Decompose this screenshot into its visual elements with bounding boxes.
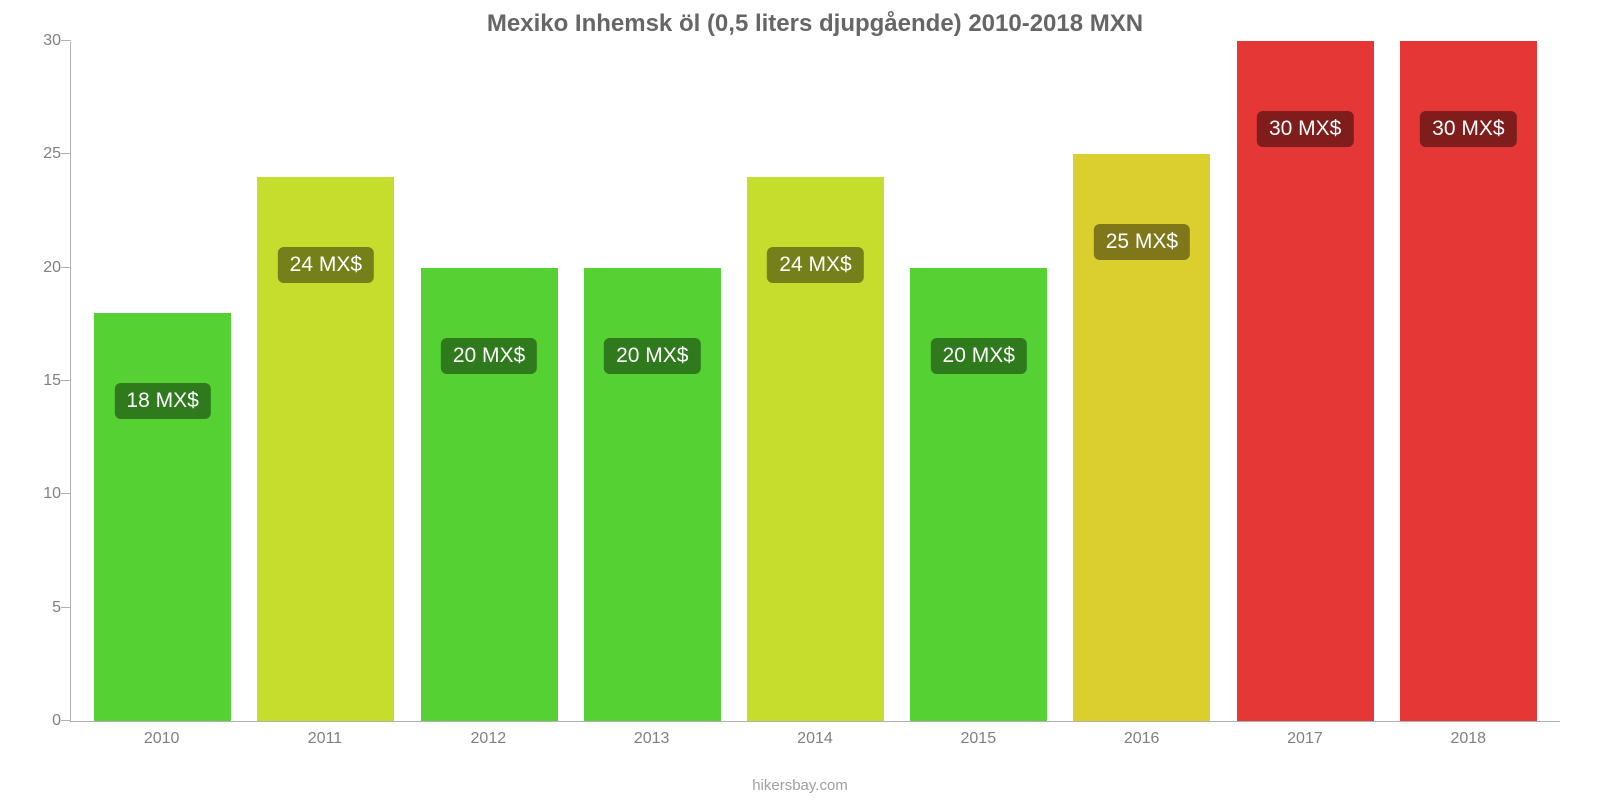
y-tick <box>61 720 71 721</box>
x-tick-label: 2010 <box>80 730 243 748</box>
bar: 18 MX$ <box>94 313 231 721</box>
bar-slot: 20 MX$ <box>897 42 1060 721</box>
bar: 20 MX$ <box>421 268 558 721</box>
x-tick-label: 2015 <box>897 730 1060 748</box>
bar-value-label: 20 MX$ <box>931 338 1027 374</box>
bar: 25 MX$ <box>1073 154 1210 721</box>
y-tick <box>61 493 71 494</box>
x-tick-label: 2016 <box>1060 730 1223 748</box>
bar: 24 MX$ <box>747 177 884 721</box>
bar-value-label: 24 MX$ <box>767 247 863 283</box>
bar-slot: 20 MX$ <box>571 42 734 721</box>
y-tick-label: 0 <box>21 712 61 730</box>
x-tick-label: 2012 <box>407 730 570 748</box>
bar-slot: 18 MX$ <box>81 42 244 721</box>
bar: 20 MX$ <box>910 268 1047 721</box>
y-tick <box>61 153 71 154</box>
bar-slot: 24 MX$ <box>734 42 897 721</box>
x-tick-label: 2018 <box>1387 730 1550 748</box>
bars-group: 18 MX$ 24 MX$ 20 MX$ 20 MX$ 24 MX$ 20 MX$ 25 M… <box>71 42 1560 721</box>
bar: 20 MX$ <box>584 268 721 721</box>
bar-slot: 30 MX$ <box>1387 42 1550 721</box>
y-tick-label: 5 <box>21 599 61 617</box>
bar: 30 MX$ <box>1237 41 1374 721</box>
x-tick-label: 2017 <box>1223 730 1386 748</box>
y-tick-label: 20 <box>21 259 61 277</box>
bar-value-label: 20 MX$ <box>604 338 700 374</box>
chart-container: Mexiko Inhemsk öl (0,5 liters djupgående… <box>0 0 1600 800</box>
y-tick <box>61 40 71 41</box>
x-tick-label: 2013 <box>570 730 733 748</box>
y-tick <box>61 267 71 268</box>
bar-value-label: 20 MX$ <box>441 338 537 374</box>
bar: 24 MX$ <box>257 177 394 721</box>
chart-title: Mexiko Inhemsk öl (0,5 liters djupgående… <box>70 10 1560 38</box>
bar-value-label: 30 MX$ <box>1257 111 1353 147</box>
bar-value-label: 25 MX$ <box>1094 224 1190 260</box>
attribution-text: hikersbay.com <box>0 777 1600 794</box>
x-tick-label: 2014 <box>733 730 896 748</box>
y-tick-label: 10 <box>21 485 61 503</box>
bar-value-label: 30 MX$ <box>1420 111 1516 147</box>
bar-value-label: 24 MX$ <box>278 247 374 283</box>
bar-slot: 30 MX$ <box>1224 42 1387 721</box>
bar-slot: 25 MX$ <box>1060 42 1223 721</box>
bar-slot: 20 MX$ <box>407 42 570 721</box>
x-axis-labels: 201020112012201320142015201620172018 <box>70 722 1560 748</box>
plot-area: 051015202530 18 MX$24 MX$20 MX$20 MX$24 … <box>70 42 1560 722</box>
y-tick-label: 25 <box>21 145 61 163</box>
bar: 30 MX$ <box>1400 41 1537 721</box>
x-tick-label: 2011 <box>243 730 406 748</box>
y-tick-label: 15 <box>21 372 61 390</box>
y-tick-label: 30 <box>21 32 61 50</box>
y-tick <box>61 607 71 608</box>
bar-slot: 24 MX$ <box>244 42 407 721</box>
bar-value-label: 18 MX$ <box>114 383 210 419</box>
y-tick <box>61 380 71 381</box>
